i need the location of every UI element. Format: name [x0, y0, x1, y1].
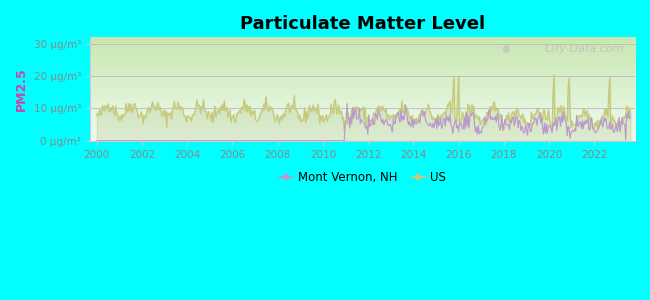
Text: City-Data.com: City-Data.com	[545, 44, 624, 53]
Legend: Mont Vernon, NH, US: Mont Vernon, NH, US	[274, 166, 451, 189]
Text: ●: ●	[501, 44, 510, 53]
Y-axis label: PM2.5: PM2.5	[15, 67, 28, 111]
Title: Particulate Matter Level: Particulate Matter Level	[240, 15, 485, 33]
